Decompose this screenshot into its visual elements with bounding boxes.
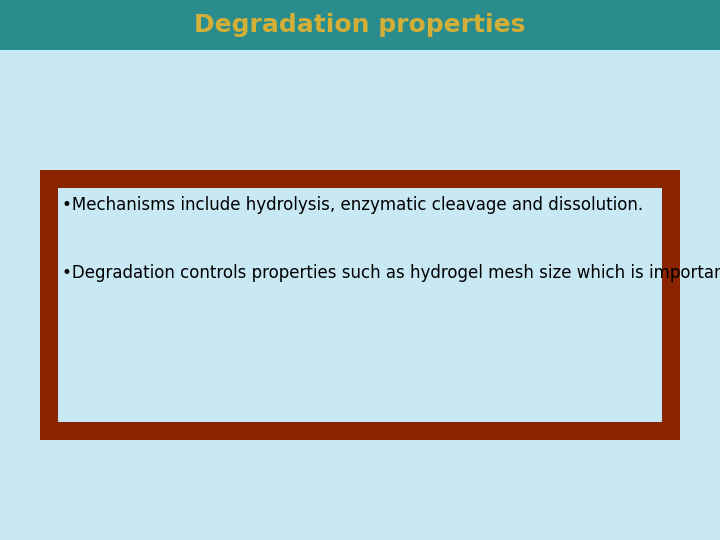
Bar: [0, 0, 720, 50]
Text: •Mechanisms include hydrolysis, enzymatic cleavage and dissolution.: •Mechanisms include hydrolysis, enzymati…: [62, 196, 643, 214]
Text: •Degradation controls properties such as hydrogel mesh size which is important i: •Degradation controls properties such as…: [62, 264, 720, 282]
Text: Degradation properties: Degradation properties: [194, 13, 526, 37]
Bar: [40, 170, 680, 440]
Bar: [58, 188, 662, 422]
